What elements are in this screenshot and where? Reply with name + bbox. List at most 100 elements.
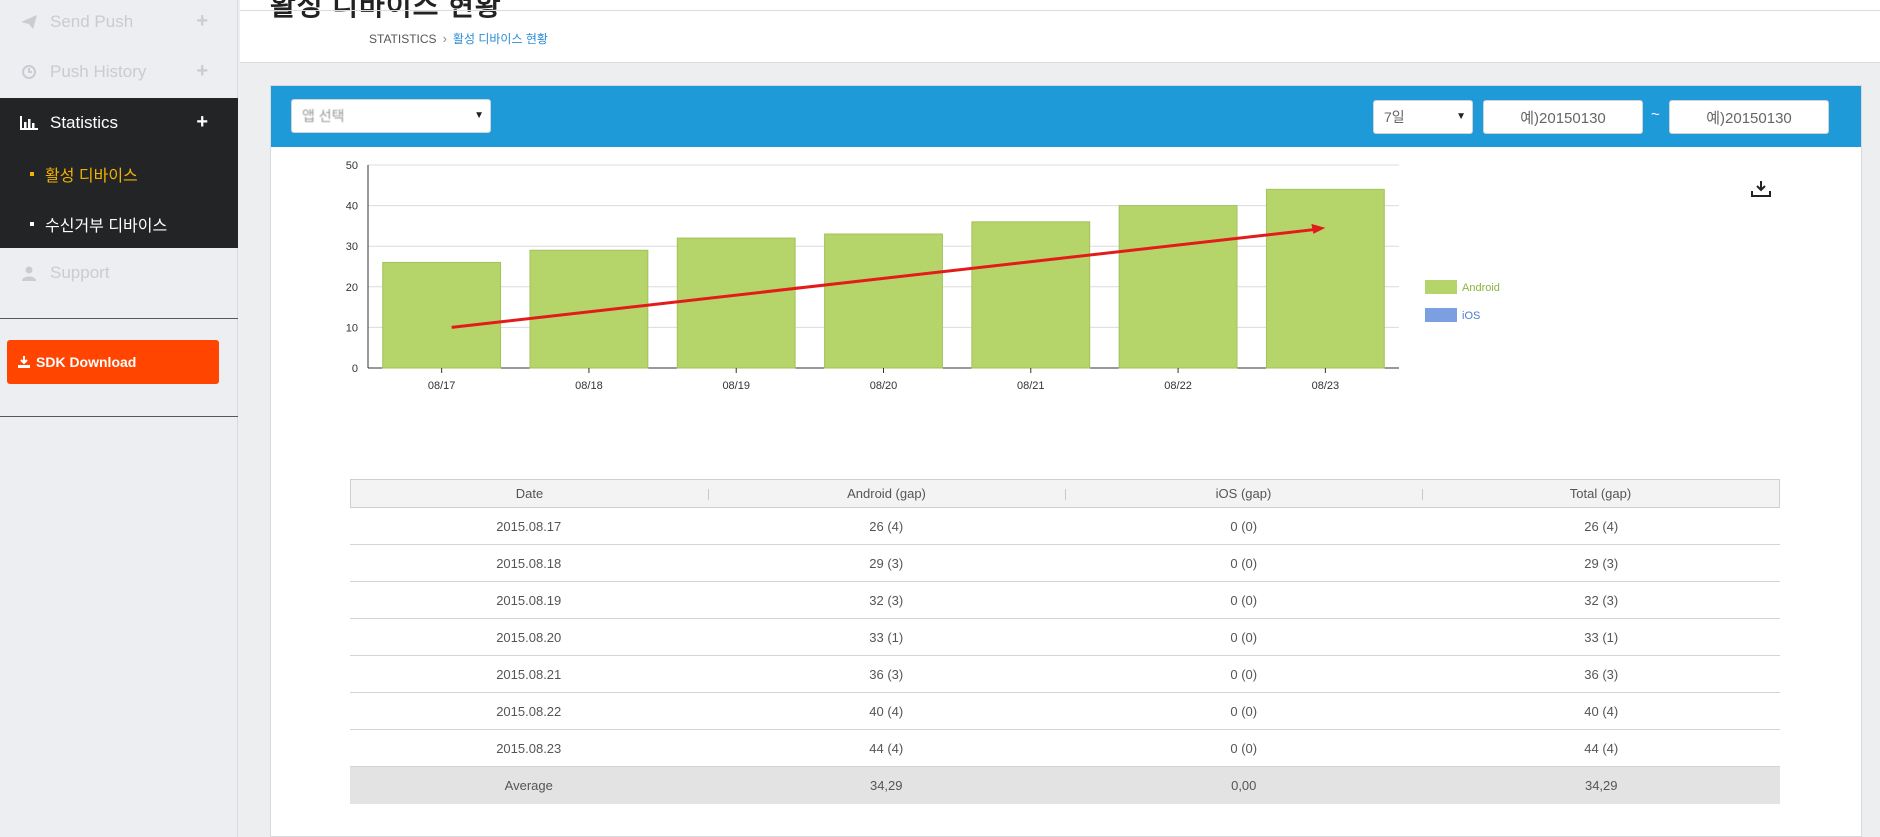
expand-icon[interactable]: +: [196, 60, 208, 82]
x-tick-label: 08/20: [870, 380, 898, 392]
app-select[interactable]: 앱 선택 ▼: [291, 99, 491, 133]
sdk-download-button[interactable]: SDK Download: [7, 340, 219, 384]
table-row: 2015.08.19 32 (3) 0 (0) 32 (3): [350, 582, 1780, 619]
subitem-rejected-devices[interactable]: 수신거부 디바이스: [30, 212, 167, 236]
statistics-table: Date Android (gap) iOS (gap) Total (gap) 20…: [350, 479, 1780, 804]
table-cell: 0 (0): [1230, 703, 1258, 719]
sidebar: Send Push + Push History + Statistics + …: [0, 0, 238, 837]
divider: [0, 416, 238, 417]
table-cell: 2015.08.23: [496, 740, 562, 756]
date-to-input[interactable]: 예)20150130: [1669, 100, 1829, 134]
table-cell: 0 (0): [1230, 518, 1258, 534]
table-cell: 36 (3): [1584, 666, 1619, 682]
breadcrumb-current[interactable]: 활성 디바이스 현황: [452, 32, 548, 46]
subitem-label: 활성 디바이스: [45, 168, 138, 185]
sidebar-item-send-push[interactable]: Send Push +: [0, 0, 238, 47]
user-icon: [18, 266, 40, 281]
download-icon: [18, 356, 30, 368]
table-cell: 29 (3): [869, 555, 904, 571]
expand-icon[interactable]: +: [196, 10, 208, 32]
table-cell: 40 (4): [1584, 703, 1619, 719]
x-tick-label: 08/18: [575, 380, 603, 392]
table-cell: 2015.08.22: [496, 703, 562, 719]
table-cell: 2015.08.20: [496, 629, 562, 645]
period-select-value: 7일: [1384, 109, 1405, 125]
bar-chart-icon: [18, 116, 40, 130]
column-header: Date: [515, 486, 544, 501]
sidebar-item-label: Support: [50, 263, 110, 282]
page-title: 활성 디바이스 현황: [270, 0, 502, 21]
footer-cell: 34,29: [1584, 778, 1618, 793]
bar-android: [529, 249, 649, 369]
table-row: 2015.08.17 26 (4) 0 (0) 26 (4): [350, 508, 1780, 545]
bar-android: [382, 261, 502, 369]
x-tick-label: 08/19: [722, 380, 750, 392]
table-cell: 36 (3): [869, 666, 904, 682]
bullet-icon: [30, 172, 34, 176]
legend-label-ios: iOS: [1462, 310, 1480, 322]
x-tick-label: 08/21: [1017, 380, 1045, 392]
y-tick-label: 20: [346, 282, 358, 294]
expand-icon[interactable]: +: [196, 111, 208, 133]
table-cell: 2015.08.19: [496, 592, 562, 608]
period-select[interactable]: 7일 ▼: [1373, 100, 1473, 134]
bullet-icon: [30, 222, 34, 226]
table-cell: 29 (3): [1584, 555, 1619, 571]
table-cell: 32 (3): [869, 592, 904, 608]
table-cell: 33 (1): [1584, 629, 1619, 645]
paper-plane-icon: [18, 15, 40, 29]
table-row: 2015.08.20 33 (1) 0 (0) 33 (1): [350, 619, 1780, 656]
table-cell: 2015.08.17: [496, 518, 562, 534]
table-header: Date Android (gap) iOS (gap) Total (gap): [350, 479, 1780, 508]
y-tick-label: 30: [346, 241, 358, 253]
table-row: 2015.08.22 40 (4) 0 (0) 40 (4): [350, 693, 1780, 730]
y-tick-label: 50: [346, 160, 358, 172]
statistics-panel: 앱 선택 ▼ 7일 ▼ 예)20150130 ~ 예)20150130 0 10 2…: [270, 85, 1862, 837]
bar-android: [676, 237, 796, 369]
column-header: Android (gap): [708, 486, 1065, 501]
subitem-label: 수신거부 디바이스: [45, 218, 168, 235]
table-cell: 32 (3): [1584, 592, 1619, 608]
caret-down-icon: ▼: [474, 110, 484, 121]
x-tick-label: 08/22: [1164, 380, 1192, 392]
history-icon: [18, 64, 40, 80]
bar-chart: 0 10 20 30 40 50 08/17 08/18 08/19 08/20 08/21 08/2…: [346, 160, 1500, 392]
footer-cell: 34,29: [869, 778, 903, 793]
sidebar-item-label: Statistics: [50, 113, 119, 132]
sidebar-item-statistics[interactable]: Statistics +: [0, 98, 238, 148]
footer-cell: 0,00: [1231, 778, 1257, 793]
x-tick-label: 08/17: [428, 380, 456, 392]
filter-bar: 앱 선택 ▼ 7일 ▼ 예)20150130 ~ 예)20150130: [271, 86, 1861, 147]
table-cell: 33 (1): [869, 629, 904, 645]
footer-cell: Average: [504, 778, 553, 793]
page-header: 활성 디바이스 현황 STATISTICS › 활성 디바이스 현황: [240, 0, 1880, 63]
table-cell: 26 (4): [1584, 518, 1619, 534]
legend-swatch-android: [1425, 280, 1457, 294]
breadcrumb-statistics[interactable]: STATISTICS: [369, 31, 437, 46]
download-icon[interactable]: [1751, 180, 1771, 198]
table-cell: 2015.08.18: [496, 555, 562, 571]
table-cell: 44 (4): [1584, 740, 1619, 756]
table-cell: 0 (0): [1230, 629, 1258, 645]
x-tick-label: 08/23: [1312, 380, 1340, 392]
table-cell: 0 (0): [1230, 666, 1258, 682]
table-cell: 0 (0): [1230, 592, 1258, 608]
table-cell: 0 (0): [1230, 555, 1258, 571]
sdk-download-label: SDK Download: [36, 354, 137, 370]
table-cell: 0 (0): [1230, 740, 1258, 756]
date-from-input[interactable]: 예)20150130: [1483, 100, 1643, 134]
sidebar-item-label: Push History: [50, 62, 147, 81]
subitem-active-devices[interactable]: 활성 디바이스: [30, 162, 138, 186]
table-cell: 40 (4): [869, 703, 904, 719]
bar-android: [824, 233, 943, 369]
app-select-value: 앱 선택: [302, 108, 345, 124]
sidebar-item-push-history[interactable]: Push History +: [0, 47, 238, 97]
trend-arrow-line: [451, 227, 1316, 329]
table-row: 2015.08.23 44 (4) 0 (0) 44 (4): [350, 730, 1780, 767]
y-tick-label: 40: [346, 201, 358, 213]
sidebar-item-support[interactable]: Support: [0, 248, 238, 298]
date-from-placeholder: 예)20150130: [1520, 109, 1606, 127]
column-header: iOS (gap): [1065, 486, 1422, 501]
table-row: 2015.08.21 36 (3) 0 (0) 36 (3): [350, 656, 1780, 693]
table-cell: 26 (4): [869, 518, 904, 534]
